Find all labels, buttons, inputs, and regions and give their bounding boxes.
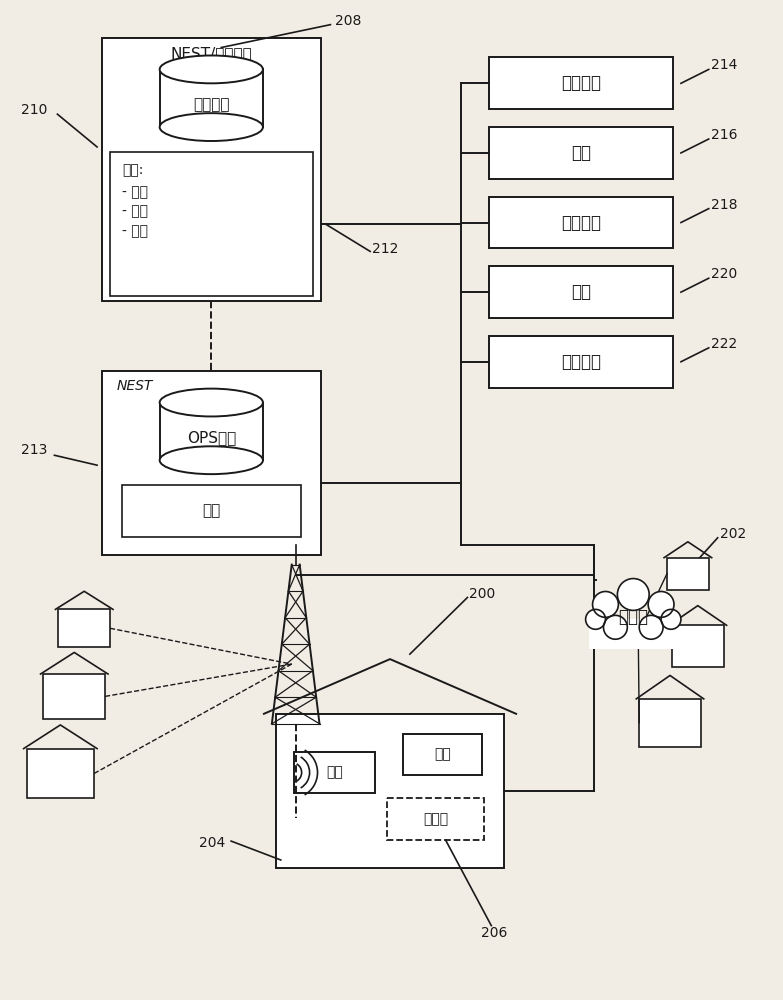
FancyBboxPatch shape (489, 197, 673, 248)
Text: 220: 220 (711, 267, 737, 281)
FancyBboxPatch shape (672, 625, 723, 667)
Text: 200: 200 (470, 587, 496, 601)
Ellipse shape (160, 55, 263, 83)
FancyBboxPatch shape (160, 403, 263, 460)
Text: 208: 208 (335, 14, 362, 28)
FancyBboxPatch shape (639, 699, 701, 747)
Text: 212: 212 (372, 242, 399, 256)
Text: NEST: NEST (117, 379, 153, 393)
FancyBboxPatch shape (110, 152, 312, 296)
Ellipse shape (586, 609, 605, 629)
FancyBboxPatch shape (102, 371, 320, 555)
Text: 企业: 企业 (571, 283, 591, 301)
FancyBboxPatch shape (59, 609, 110, 647)
FancyBboxPatch shape (44, 674, 105, 719)
FancyBboxPatch shape (27, 749, 94, 798)
FancyBboxPatch shape (667, 558, 709, 589)
Text: 204: 204 (200, 836, 226, 850)
Text: 互联网: 互联网 (619, 608, 648, 626)
FancyBboxPatch shape (122, 485, 301, 537)
Ellipse shape (639, 615, 663, 639)
FancyBboxPatch shape (489, 336, 673, 388)
Text: 222: 222 (711, 337, 737, 351)
Text: 服务: 服务 (202, 503, 220, 518)
Text: OPS数据: OPS数据 (186, 430, 236, 445)
FancyBboxPatch shape (160, 69, 263, 127)
Ellipse shape (160, 389, 263, 416)
FancyBboxPatch shape (403, 734, 482, 775)
Text: 206: 206 (482, 926, 507, 940)
Text: 216: 216 (711, 128, 738, 142)
FancyBboxPatch shape (294, 752, 375, 793)
FancyBboxPatch shape (387, 798, 485, 840)
Text: 218: 218 (711, 198, 738, 212)
Text: NEST/合作伙伴: NEST/合作伙伴 (171, 46, 252, 61)
Text: 213: 213 (20, 443, 47, 457)
Text: 202: 202 (720, 527, 746, 541)
Text: 学术机构: 学术机构 (561, 214, 601, 232)
Text: 公共事业: 公共事业 (561, 353, 601, 371)
FancyBboxPatch shape (489, 127, 673, 179)
Text: 慈善机构: 慈善机构 (561, 74, 601, 92)
Text: 210: 210 (20, 103, 47, 117)
FancyBboxPatch shape (102, 38, 320, 301)
FancyBboxPatch shape (276, 714, 504, 868)
FancyBboxPatch shape (489, 266, 673, 318)
Text: 引警:: 引警: (122, 163, 143, 177)
Ellipse shape (160, 446, 263, 474)
Ellipse shape (593, 591, 619, 617)
Text: - 推断: - 推断 (122, 205, 148, 219)
FancyBboxPatch shape (489, 57, 673, 109)
Ellipse shape (617, 579, 649, 610)
Text: - 统计: - 统计 (122, 185, 148, 199)
Text: 政府: 政府 (571, 144, 591, 162)
Text: 214: 214 (711, 58, 737, 72)
Text: 装置: 装置 (435, 748, 451, 762)
Text: 集线器: 集线器 (423, 812, 448, 826)
Text: 装置: 装置 (326, 765, 343, 779)
Ellipse shape (661, 609, 681, 629)
Ellipse shape (604, 615, 627, 639)
FancyBboxPatch shape (589, 619, 678, 649)
Text: - 索引: - 索引 (122, 225, 148, 238)
Ellipse shape (648, 591, 674, 617)
Text: 导出数据: 导出数据 (193, 97, 229, 112)
Ellipse shape (160, 113, 263, 141)
